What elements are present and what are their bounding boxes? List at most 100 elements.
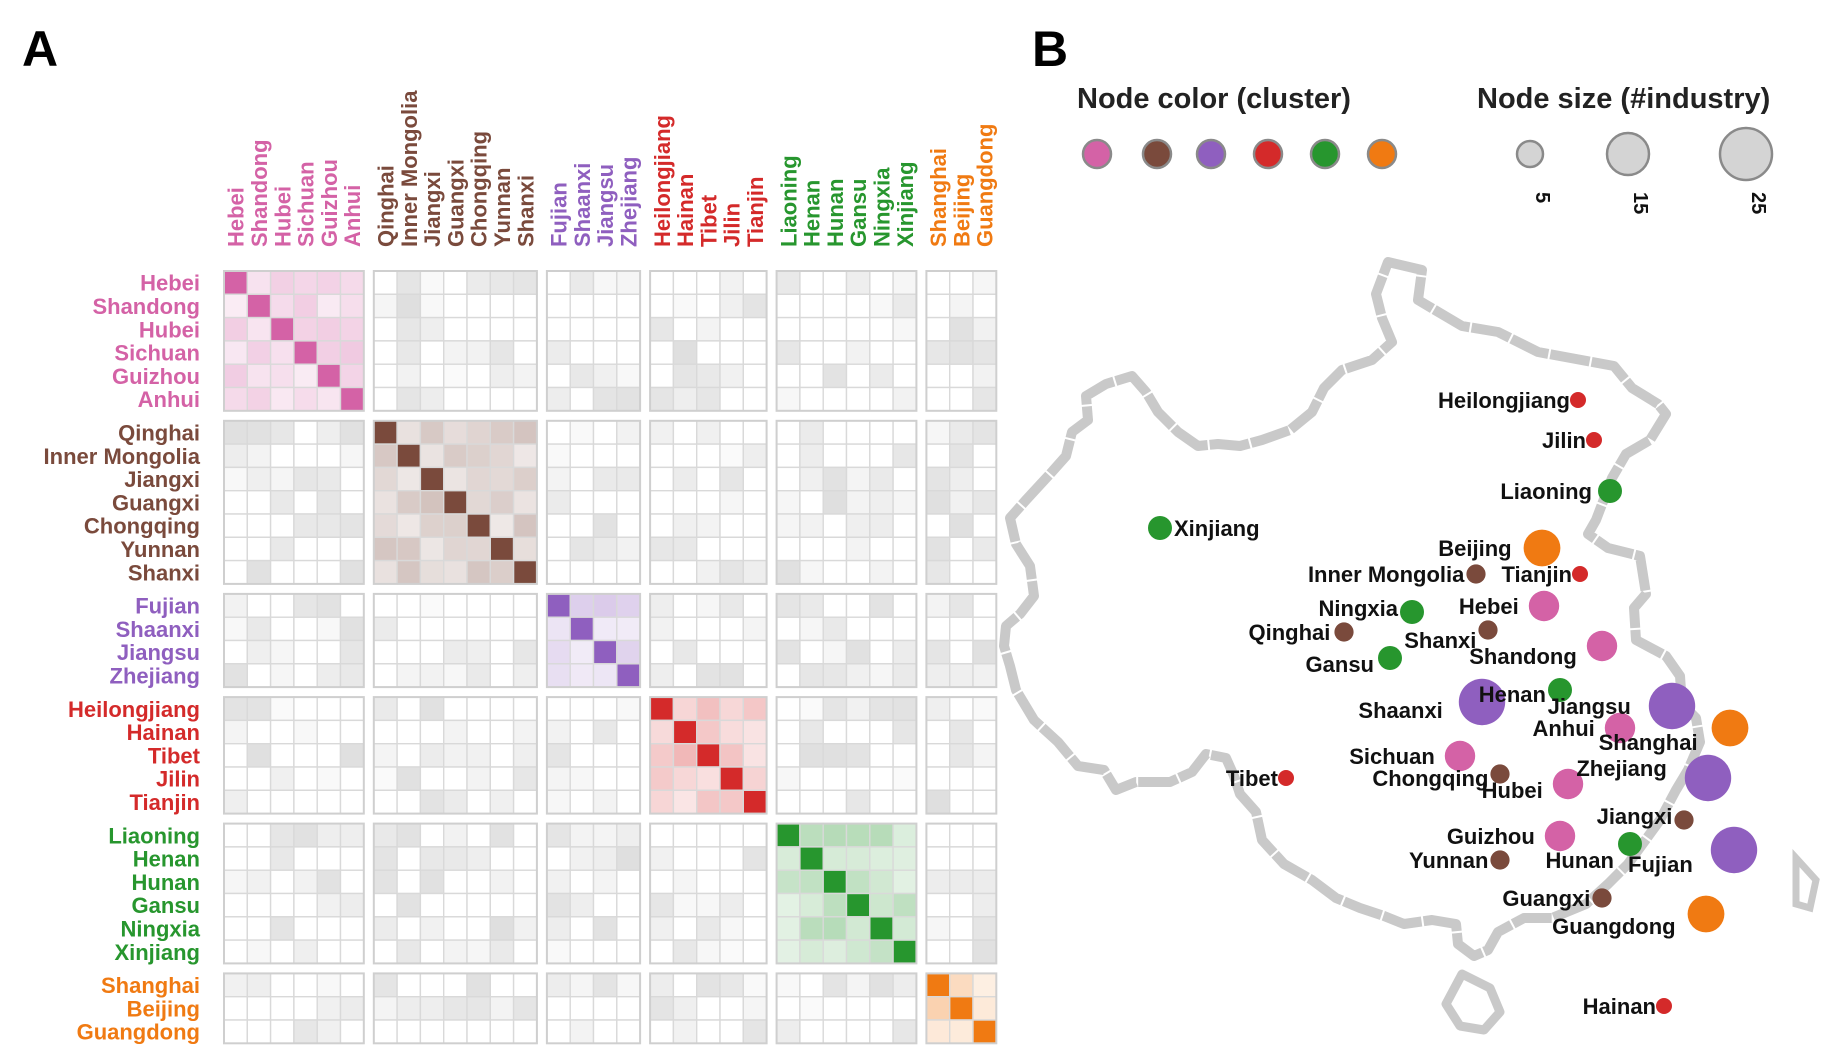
- heatmap-cell: [373, 822, 398, 848]
- heatmap-cell: [293, 696, 318, 722]
- heatmap-cell: [799, 663, 824, 688]
- row-label-jiangsu: Jiangsu: [117, 640, 200, 665]
- heatmap-cell: [672, 420, 698, 445]
- heatmap-cell: [293, 490, 318, 515]
- heatmap-cell: [719, 466, 744, 492]
- heatmap-cell: [672, 559, 698, 585]
- heatmap-cell: [949, 616, 974, 642]
- heatmap-cell: [223, 996, 248, 1021]
- heatmap-cell: [742, 996, 768, 1021]
- heatmap-cell: [246, 513, 272, 538]
- heatmap-cell: [316, 513, 342, 538]
- heatmap-cell: [269, 616, 295, 642]
- heatmap-cell: [546, 593, 571, 618]
- heatmap-cell: [443, 420, 468, 445]
- heatmap-cell: [396, 443, 422, 469]
- heatmap-cell: [396, 869, 422, 895]
- heatmap-cell: [373, 340, 398, 365]
- heatmap-cell: [869, 892, 894, 918]
- heatmap-cell: [443, 892, 468, 918]
- heatmap-cell: [616, 639, 641, 665]
- heatmap-cell: [892, 696, 918, 722]
- heatmap-cell: [925, 869, 951, 895]
- heatmap-cell: [822, 340, 848, 365]
- heatmap-cell: [869, 766, 894, 791]
- heatmap-cell: [775, 743, 801, 768]
- heatmap-cell: [419, 869, 445, 895]
- col-label-fujian: Fujian: [547, 182, 572, 247]
- heatmap-cell: [316, 766, 342, 791]
- heatmap-cell: [592, 270, 618, 295]
- heatmap-cell: [892, 869, 918, 895]
- heatmap-cell: [269, 593, 295, 618]
- heatmap-cell: [822, 490, 848, 515]
- node-label-sichuan: Sichuan: [1349, 744, 1435, 769]
- heatmap-cell: [293, 892, 318, 918]
- heatmap-cell: [672, 1019, 698, 1044]
- heatmap-cell: [339, 663, 365, 688]
- heatmap-cell: [592, 340, 618, 365]
- heatmap-cell: [546, 386, 571, 412]
- heatmap-cell: [649, 869, 675, 895]
- heatmap-cell: [616, 616, 641, 642]
- heatmap-cell: [775, 513, 801, 538]
- heatmap-cell: [719, 939, 744, 965]
- heatmap-cell: [696, 719, 721, 745]
- heatmap-block: [925, 419, 998, 585]
- heatmap-cell: [293, 939, 318, 965]
- heatmap-cell: [269, 766, 295, 791]
- heatmap-cell: [799, 420, 824, 445]
- heatmap-cell: [569, 789, 595, 815]
- col-label-chongqing: Chongqing: [467, 131, 492, 247]
- heatmap-cell: [616, 593, 641, 618]
- heatmap-cell: [246, 443, 272, 469]
- heatmap-cell: [246, 386, 272, 412]
- heatmap-cell: [466, 466, 491, 492]
- heatmap-block-border: [545, 592, 642, 689]
- heatmap-cell: [775, 420, 801, 445]
- heatmap-cell: [822, 443, 848, 469]
- node-qinghai: [1334, 622, 1354, 642]
- heatmap-block: [649, 270, 768, 412]
- heatmap-cell: [672, 466, 698, 492]
- heatmap-block-border: [925, 822, 998, 965]
- node-label-hebei: Hebei: [1459, 594, 1519, 619]
- heatmap-block-border: [545, 270, 642, 412]
- heatmap-cell: [293, 869, 318, 895]
- heatmap-cell: [592, 466, 618, 492]
- heatmap-cell: [822, 386, 848, 412]
- node-hubei: [1552, 768, 1584, 800]
- heatmap-cell: [949, 696, 974, 722]
- heatmap-cell: [316, 420, 342, 445]
- heatmap-cell: [293, 743, 318, 768]
- heatmap-cell: [316, 270, 342, 295]
- heatmap-cell: [246, 789, 272, 815]
- heatmap-cell: [949, 639, 974, 665]
- heatmap-cell: [246, 340, 272, 365]
- heatmap-cell: [775, 892, 801, 918]
- heatmap-cell: [869, 996, 894, 1021]
- heatmap-cell: [696, 559, 721, 585]
- heatmap-cell: [672, 869, 698, 895]
- heatmap-cell: [569, 939, 595, 965]
- heatmap-cell: [925, 443, 951, 469]
- heatmap-cell: [569, 316, 595, 342]
- heatmap-cell: [892, 939, 918, 965]
- node-guangxi: [1592, 888, 1612, 908]
- heatmap-cell: [443, 340, 468, 365]
- heatmap-cell: [869, 293, 894, 319]
- heatmap-cell: [972, 939, 997, 965]
- heatmap-cell: [419, 1019, 445, 1044]
- heatmap-cell: [892, 513, 918, 538]
- heatmap-cell: [512, 916, 538, 941]
- heatmap-cell: [892, 340, 918, 365]
- heatmap-cell: [466, 719, 491, 745]
- heatmap-cell: [512, 663, 538, 688]
- heatmap-cell: [316, 869, 342, 895]
- heatmap-cell: [443, 270, 468, 295]
- heatmap-cell: [419, 822, 445, 848]
- heatmap-cell: [972, 846, 997, 871]
- heatmap-cell: [649, 789, 675, 815]
- heatmap-block-border: [649, 270, 768, 412]
- heatmap-cell: [592, 916, 618, 941]
